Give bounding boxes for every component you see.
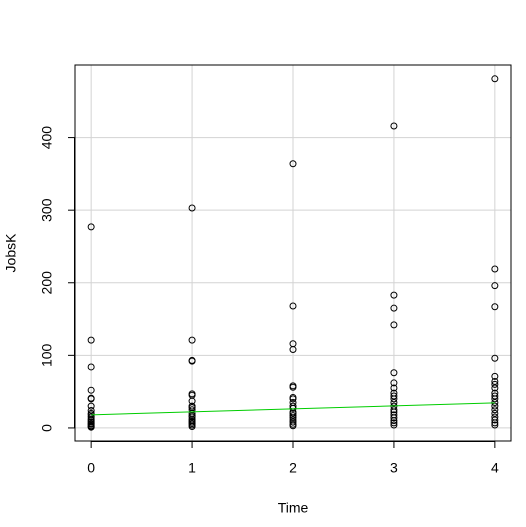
- point: [87, 395, 95, 403]
- y-tick-label: 200: [39, 271, 55, 295]
- point: [390, 417, 398, 425]
- point: [188, 397, 196, 405]
- point: [390, 321, 398, 329]
- point: [491, 392, 499, 400]
- point: [491, 384, 499, 392]
- point: [390, 419, 398, 427]
- point: [188, 422, 196, 430]
- point: [390, 291, 398, 299]
- point: [188, 336, 196, 344]
- point: [87, 407, 95, 415]
- point: [87, 223, 95, 231]
- y-tick-label: 0: [39, 424, 55, 432]
- point: [390, 122, 398, 130]
- point: [390, 304, 398, 312]
- y-tick-label: 100: [39, 343, 55, 367]
- point: [491, 406, 499, 414]
- x-tick-label: 1: [188, 460, 196, 476]
- point: [87, 423, 95, 431]
- point: [87, 413, 95, 421]
- point: [491, 395, 499, 403]
- point: [390, 379, 398, 387]
- point: [491, 416, 499, 424]
- y-tick-label: 400: [39, 126, 55, 150]
- point: [390, 369, 398, 377]
- point: [491, 377, 499, 385]
- point: [289, 414, 297, 422]
- point: [491, 421, 499, 429]
- point: [289, 302, 297, 310]
- x-tick-label: 2: [289, 460, 297, 476]
- point: [289, 395, 297, 403]
- point: [491, 303, 499, 311]
- point: [491, 409, 499, 417]
- point: [87, 363, 95, 371]
- point: [390, 406, 398, 414]
- point: [491, 380, 499, 388]
- x-tick-label: 3: [390, 460, 398, 476]
- x-axis-label: Time: [278, 500, 309, 516]
- y-tick-label: 300: [39, 198, 55, 222]
- x-tick-label: 4: [491, 460, 499, 476]
- point: [289, 422, 297, 430]
- point: [390, 395, 398, 403]
- point: [491, 372, 499, 380]
- plot-box: [74, 64, 512, 442]
- point: [87, 386, 95, 394]
- point: [390, 421, 398, 429]
- point: [491, 354, 499, 362]
- x-tick-label: 0: [87, 460, 95, 476]
- point: [390, 384, 398, 392]
- point: [491, 419, 499, 427]
- point: [289, 346, 297, 354]
- y-axis-label: JobsK: [3, 233, 19, 273]
- trend-line: [91, 402, 495, 416]
- point: [289, 383, 297, 391]
- point: [491, 282, 499, 290]
- point: [289, 160, 297, 168]
- point: [390, 392, 398, 400]
- point: [87, 402, 95, 410]
- point: [289, 412, 297, 420]
- point: [87, 336, 95, 344]
- point: [390, 414, 398, 422]
- point: [491, 265, 499, 273]
- point: [491, 75, 499, 83]
- point: [188, 413, 196, 421]
- point: [289, 409, 297, 417]
- point: [289, 418, 297, 426]
- point: [188, 357, 196, 365]
- point: [188, 204, 196, 212]
